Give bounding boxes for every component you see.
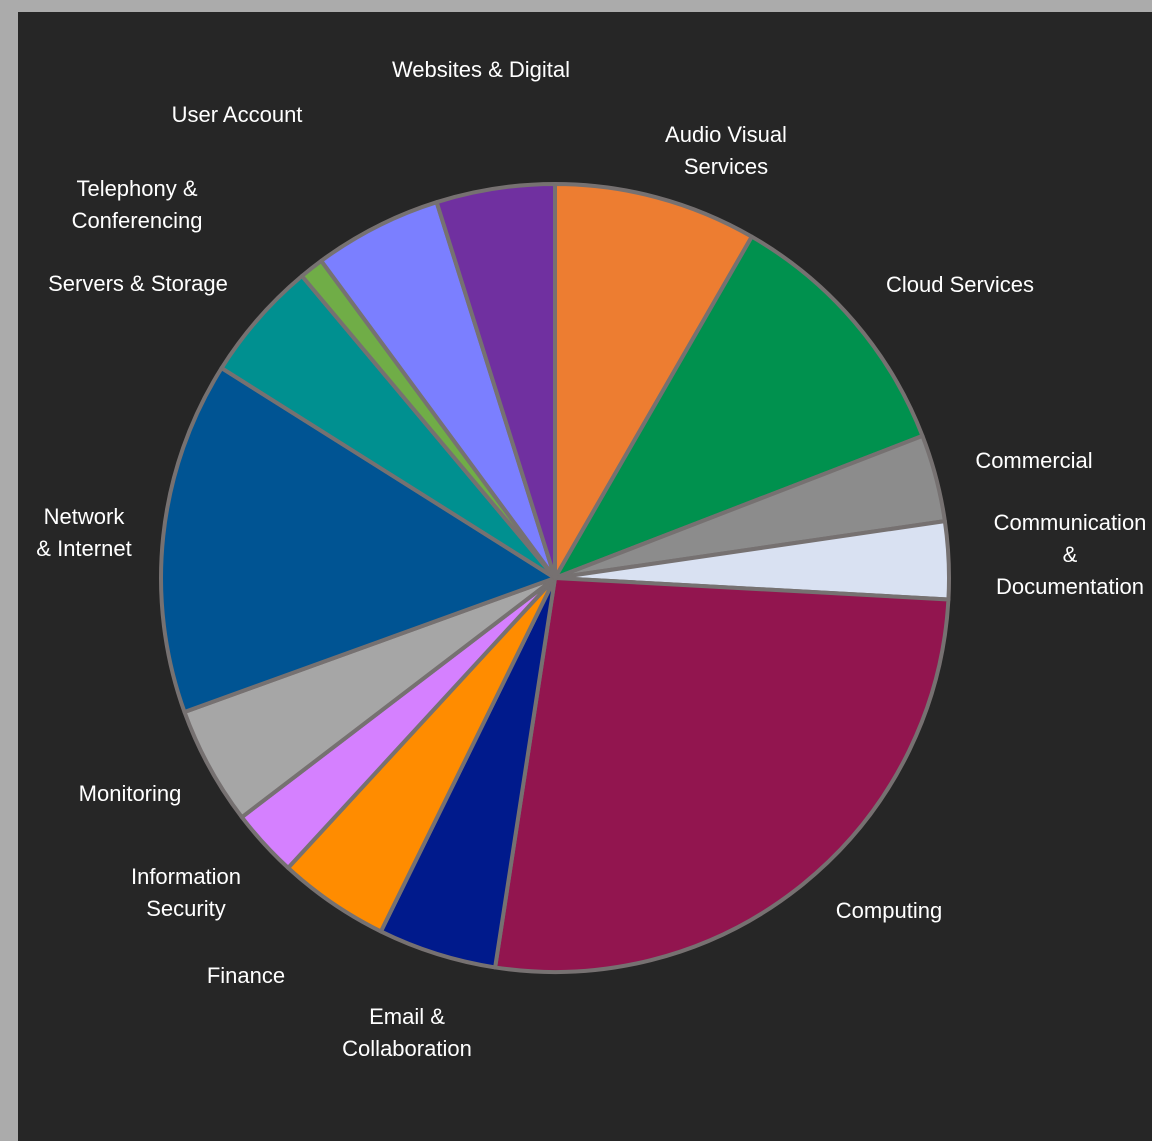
pie-slice-websites-digital [434,182,557,580]
slice-label-user-account: User Account [172,102,303,127]
slice-label-servers-storage: Servers & Storage [48,271,228,296]
pie-chart: Audio Visual Services Cloud Services Commer… [36,57,1146,1061]
slice-label-websites-digital: Websites & Digital [392,57,570,82]
slice-label-information-security: Information Security [131,864,241,921]
pie-slice-network-internet [159,366,557,715]
slice-label-email-collaboration: Email & Collaboration [342,1004,472,1061]
slice-label-commercial: Commercial [975,448,1092,473]
pie-slice-cloud-services [553,234,925,580]
pie-slice-computing [493,576,951,974]
slice-label-computing: Computing [836,898,942,923]
slice-label-cloud-services: Cloud Services [886,272,1034,297]
pie-slice-audio-visual-services [553,182,754,580]
slice-labels: Audio Visual Services Cloud Services Commer… [36,57,1146,1061]
slice-label-audio-visual-services: Audio Visual Services [665,122,787,179]
slice-label-monitoring: Monitoring [79,781,182,806]
slice-label-communication-documentation: Communication & Documentation [994,510,1147,599]
slice-label-finance: Finance [207,963,285,988]
pie-slices [159,182,951,974]
chart-frame: Audio Visual Services Cloud Services Commer… [18,12,1152,1141]
slice-label-telephony-conferencing: Telephony & Conferencing [72,176,203,233]
slice-label-network-internet: Network & Internet [36,504,131,561]
